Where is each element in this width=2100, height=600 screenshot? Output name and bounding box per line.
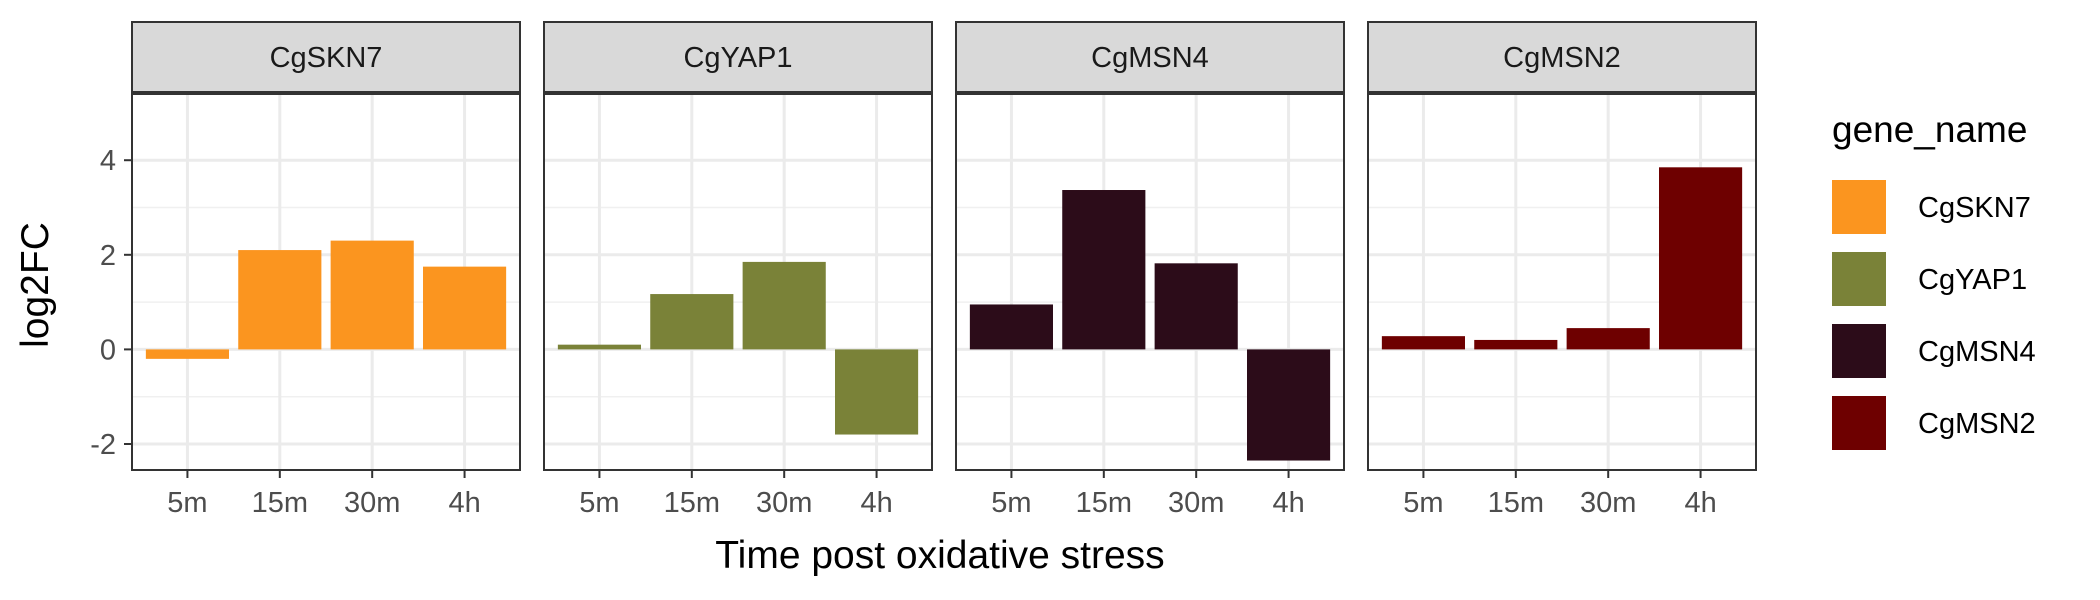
facet-panel-cgskn7: CgSKN7 5m 15m 30m 4h [131, 21, 521, 519]
facet-strip [543, 21, 933, 93]
facet-panel-cgmsn2: CgMSN2 5m 15m 30m 4h [1367, 21, 1757, 519]
bar-cgmsn2-15m [1474, 339, 1558, 350]
y-axis-title: log2FC [14, 222, 57, 348]
bar-cgyap1-4h [835, 349, 919, 435]
y-axis: -2 0 2 4 [90, 145, 132, 461]
legend-key-cgyap1 [1832, 252, 1886, 306]
legend-label: CgSKN7 [1918, 192, 2031, 224]
x-tick-label: 5m [579, 487, 619, 519]
x-tick-label: 15m [1488, 487, 1544, 519]
x-tick-label: 5m [991, 487, 1031, 519]
facet-strip [955, 21, 1345, 93]
facet-panel-cgmsn4: CgMSN4 5m 15m 30m 4h [955, 21, 1345, 519]
facet-panel-cgyap1: CgYAP1 5m 15m 30m 4h [543, 21, 933, 519]
x-tick-label: 15m [664, 487, 720, 519]
x-axis-title: Time post oxidative stress [715, 534, 1164, 577]
bar-cgmsn4-4h [1247, 349, 1331, 461]
legend-label: CgYAP1 [1918, 264, 2027, 296]
facet-strip-label: CgSKN7 [270, 42, 383, 74]
y-tick-label: -2 [90, 429, 116, 461]
legend-key-cgmsn2 [1832, 396, 1886, 450]
bar-cgmsn2-5m [1381, 336, 1465, 350]
y-tick-label: 2 [100, 240, 116, 272]
bar-cgskn7-30m [330, 240, 414, 350]
bar-cgmsn4-15m [1062, 190, 1146, 350]
legend-key-cgmsn4 [1832, 324, 1886, 378]
legend-label: CgMSN4 [1918, 336, 2036, 368]
facet-strip [1367, 21, 1757, 93]
y-tick-label: 0 [100, 334, 116, 366]
x-tick-label: 5m [167, 487, 207, 519]
panel-border [1367, 93, 1757, 471]
x-tick-label: 30m [1580, 487, 1636, 519]
legend-key-cgskn7 [1832, 180, 1886, 234]
facet-strip-label: CgYAP1 [683, 42, 792, 74]
x-tick-label: 30m [756, 487, 812, 519]
bar-cgmsn2-4h [1659, 167, 1743, 350]
panel-border [131, 93, 521, 471]
facet-panels: CgSKN7 5m 15m 30m 4h CgYAP1 5m 15m 30m 4h CgMSN4 5m… [131, 21, 1757, 519]
panel-border [955, 93, 1345, 471]
bar-cgyap1-30m [742, 261, 826, 350]
x-tick-label: 4h [1684, 487, 1716, 519]
x-tick-label: 30m [1168, 487, 1224, 519]
panel-border [543, 93, 933, 471]
bar-cgskn7-15m [238, 250, 322, 350]
x-tick-label: 15m [1076, 487, 1132, 519]
bar-cgskn7-4h [423, 266, 507, 350]
x-tick-label: 5m [1403, 487, 1443, 519]
bar-cgyap1-15m [650, 294, 734, 350]
legend: gene_name CgSKN7 CgYAP1 CgMSN4 CgMSN2 [1832, 109, 2036, 450]
x-tick-label: 4h [448, 487, 480, 519]
x-tick-label: 4h [860, 487, 892, 519]
bar-cgmsn2-30m [1566, 328, 1650, 350]
facet-strip [131, 21, 521, 93]
y-tick-label: 4 [100, 145, 116, 177]
x-tick-label: 30m [344, 487, 400, 519]
legend-title: gene_name [1832, 109, 2027, 150]
facet-strip-label: CgMSN2 [1503, 42, 1621, 74]
bar-cgmsn4-5m [969, 304, 1053, 350]
bar-cgskn7-5m [145, 349, 229, 359]
facet-strip-label: CgMSN4 [1091, 42, 1209, 74]
x-tick-label: 15m [252, 487, 308, 519]
bar-cgyap1-5m [557, 344, 641, 350]
x-tick-label: 4h [1272, 487, 1304, 519]
legend-label: CgMSN2 [1918, 408, 2036, 440]
bar-cgmsn4-30m [1154, 263, 1238, 350]
